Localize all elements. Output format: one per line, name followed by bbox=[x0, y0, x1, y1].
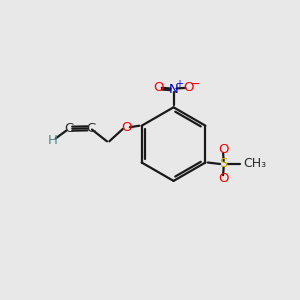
Text: C: C bbox=[64, 122, 74, 135]
Text: O: O bbox=[184, 81, 194, 94]
Text: O: O bbox=[218, 143, 228, 156]
Text: CH₃: CH₃ bbox=[243, 158, 266, 170]
Text: O: O bbox=[153, 81, 164, 94]
Text: +: + bbox=[175, 79, 183, 89]
Text: O: O bbox=[121, 121, 132, 134]
Text: C: C bbox=[86, 122, 95, 135]
Text: −: − bbox=[190, 78, 200, 91]
Text: S: S bbox=[220, 158, 228, 170]
Text: O: O bbox=[218, 172, 228, 184]
Text: H: H bbox=[48, 134, 58, 147]
Text: N: N bbox=[169, 82, 178, 95]
